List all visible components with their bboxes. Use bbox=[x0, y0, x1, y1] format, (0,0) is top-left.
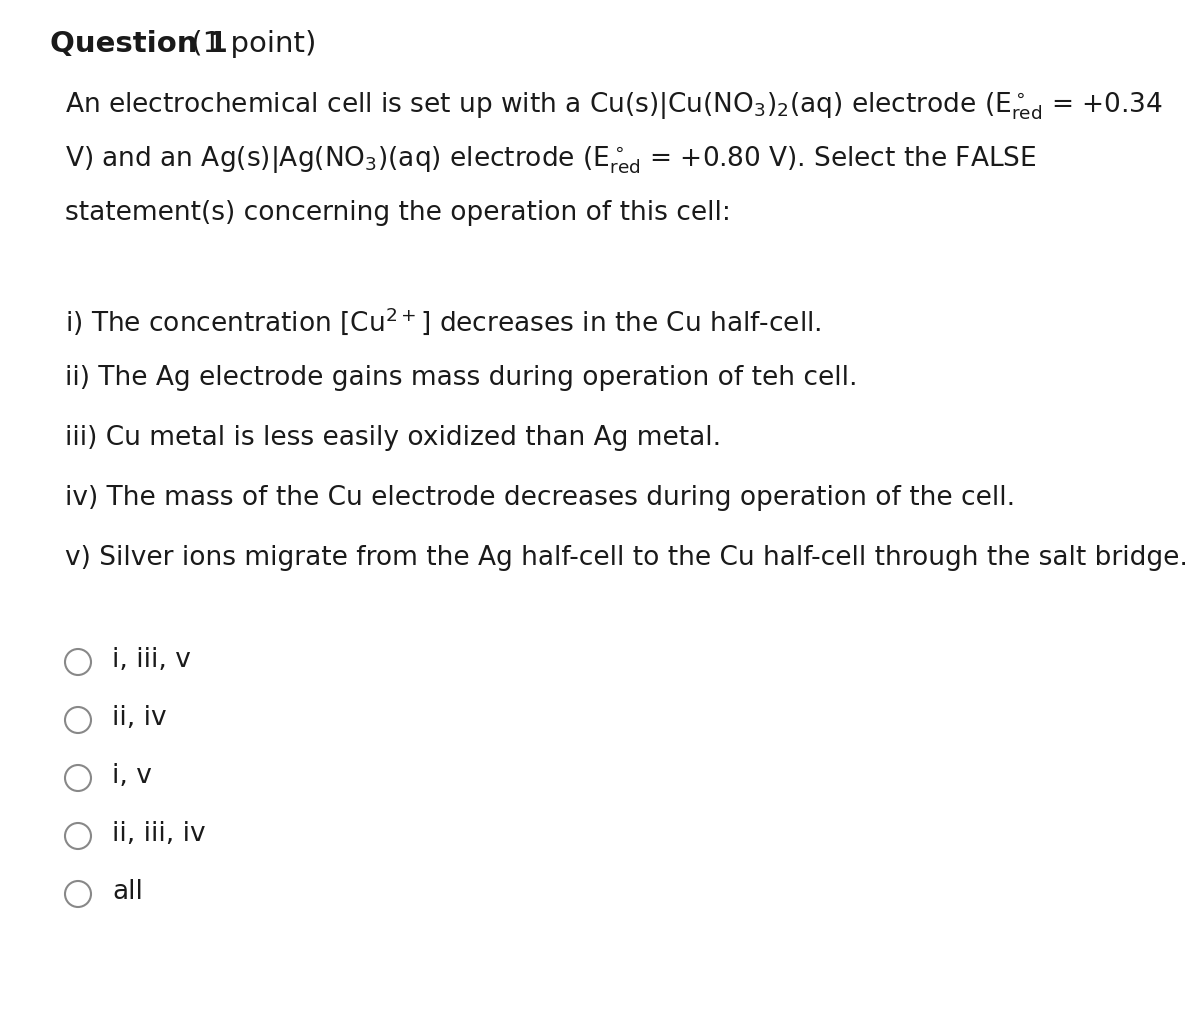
Text: ii, iii, iv: ii, iii, iv bbox=[112, 821, 205, 847]
Text: Question 1: Question 1 bbox=[50, 30, 228, 58]
Text: iv) The mass of the Cu electrode decreases during operation of the cell.: iv) The mass of the Cu electrode decreas… bbox=[65, 485, 1015, 512]
Text: i, v: i, v bbox=[112, 763, 152, 789]
Text: i, iii, v: i, iii, v bbox=[112, 647, 191, 673]
Text: i) The concentration [Cu$^{2+}$] decreases in the Cu half-cell.: i) The concentration [Cu$^{2+}$] decreas… bbox=[65, 305, 822, 337]
Text: ii, iv: ii, iv bbox=[112, 705, 167, 731]
Text: iii) Cu metal is less easily oxidized than Ag metal.: iii) Cu metal is less easily oxidized th… bbox=[65, 425, 721, 451]
Text: statement(s) concerning the operation of this cell:: statement(s) concerning the operation of… bbox=[65, 201, 731, 226]
Text: all: all bbox=[112, 879, 143, 905]
Text: ii) The Ag electrode gains mass during operation of teh cell.: ii) The Ag electrode gains mass during o… bbox=[65, 365, 858, 391]
Text: An electrochemical cell is set up with a Cu(s)|Cu(NO$_3$)$_2$(aq) electrode (E$^: An electrochemical cell is set up with a… bbox=[65, 90, 1163, 122]
Text: V) and an Ag(s)|Ag(NO$_3$)(aq) electrode (E$^\circ_{\mathrm{red}}$ = +0.80 V). S: V) and an Ag(s)|Ag(NO$_3$)(aq) electrode… bbox=[65, 145, 1037, 177]
Text: (1 point): (1 point) bbox=[182, 30, 317, 58]
Text: v) Silver ions migrate from the Ag half-cell to the Cu half-cell through the sal: v) Silver ions migrate from the Ag half-… bbox=[65, 545, 1188, 571]
